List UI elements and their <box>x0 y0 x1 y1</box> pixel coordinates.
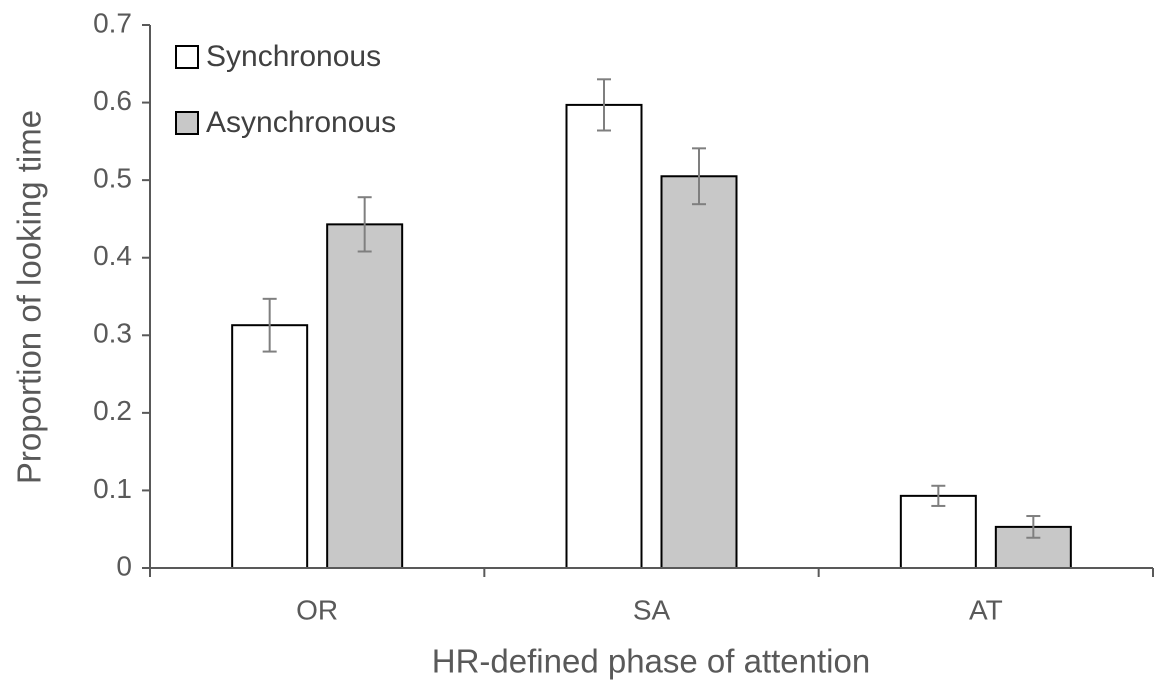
y-tick-label: 0 <box>116 550 132 581</box>
y-tick-label: 0.2 <box>93 395 132 426</box>
x-tick-label: OR <box>296 594 338 625</box>
y-tick-label: 0.3 <box>93 318 132 349</box>
bar <box>565 103 643 570</box>
y-tick-label: 0.1 <box>93 473 132 504</box>
x-tick-label: SA <box>633 594 671 625</box>
y-tick-label: 0.5 <box>93 163 132 194</box>
legend-swatch <box>175 111 199 135</box>
error-bar <box>931 484 946 507</box>
error-bar <box>692 147 706 206</box>
y-tick-label: 0.4 <box>93 240 132 271</box>
error-bar <box>262 297 277 353</box>
error-bar <box>357 196 372 253</box>
x-axis-title: HR-defined phase of attention <box>432 643 870 680</box>
error-bar <box>1026 515 1041 539</box>
y-tick-label: 0.6 <box>93 85 132 116</box>
y-axis-title: Proportion of looking time <box>11 110 48 484</box>
x-tick-label: AT <box>969 594 1003 625</box>
bar <box>326 223 404 569</box>
legend-label: Synchronous <box>206 40 381 73</box>
y-tick-label: 0.7 <box>93 7 132 38</box>
legend-swatch <box>175 45 199 69</box>
legend-label: Asynchronous <box>206 106 396 139</box>
bar <box>231 324 309 569</box>
bar <box>660 175 738 569</box>
error-bar <box>597 78 611 132</box>
